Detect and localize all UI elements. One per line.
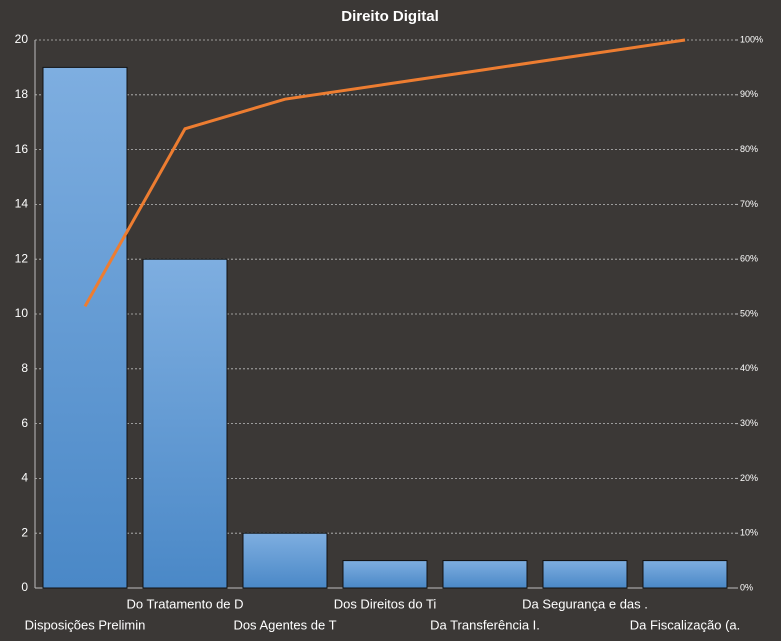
bar xyxy=(642,560,728,589)
y2-tick-label: 80% xyxy=(740,144,758,154)
y-tick-label: 18 xyxy=(15,87,29,101)
y2-tick-label: 0% xyxy=(740,582,753,592)
y-tick-label: 10 xyxy=(15,306,29,320)
x-tick-label: Disposições Prelimin xyxy=(25,617,146,632)
y-tick-label: 0 xyxy=(21,580,28,594)
y2-tick-label: 20% xyxy=(740,473,758,483)
bar xyxy=(442,560,528,589)
y2-tick-label: 60% xyxy=(740,254,758,264)
y-tick-label: 6 xyxy=(21,416,28,430)
y2-tick-label: 40% xyxy=(740,363,758,373)
cumulative-line xyxy=(83,38,686,308)
x-tick-label: Dos Direitos do Ti xyxy=(334,596,437,611)
chart-title: Direito Digital xyxy=(341,8,439,25)
y2-tick-label: 50% xyxy=(740,308,758,318)
bar xyxy=(542,560,628,589)
y-tick-label: 2 xyxy=(21,525,28,539)
y-tick-label: 12 xyxy=(15,251,29,265)
y-tick-label: 4 xyxy=(21,471,28,485)
y2-tick-label: 100% xyxy=(740,34,763,44)
y2-tick-label: 30% xyxy=(740,418,758,428)
x-tick-label: Da Fiscalização (a. xyxy=(630,617,741,632)
x-tick-label: Da Segurança e das . xyxy=(522,596,648,611)
x-tick-label: Da Transferência I. xyxy=(430,617,540,632)
x-tick-label: Do Tratamento de D xyxy=(126,596,243,611)
y2-tick-label: 90% xyxy=(740,89,758,99)
y-tick-label: 14 xyxy=(15,197,29,211)
x-tick-label: Dos Agentes de T xyxy=(233,617,336,632)
y-tick-label: 8 xyxy=(21,361,28,375)
bar xyxy=(242,532,328,589)
bar xyxy=(142,258,228,589)
y-tick-label: 16 xyxy=(15,142,29,156)
y-tick-label: 20 xyxy=(15,32,29,46)
y2-tick-label: 70% xyxy=(740,199,758,209)
bar xyxy=(342,560,428,589)
bar xyxy=(42,66,128,589)
y2-tick-label: 10% xyxy=(740,528,758,538)
